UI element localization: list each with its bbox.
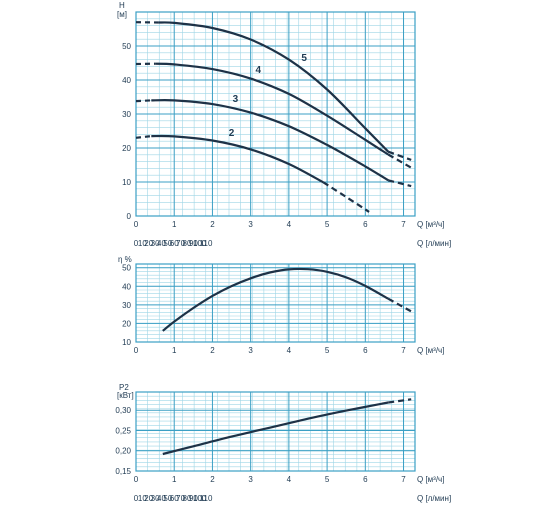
x-tick-label: 3 <box>248 220 253 229</box>
x-tick-label: 7 <box>401 346 406 355</box>
chart-panel-2: 10 20 30 40 50η % 0 1 2 3 4 5 6 7 Q [м³/ч] <box>118 255 444 355</box>
y-tick-label: 40 <box>122 76 131 85</box>
x-tick-label: 3 <box>248 475 253 484</box>
x-tick-label: 5 <box>325 346 330 355</box>
x-tick-label: 2 <box>210 475 215 484</box>
y-tick-label: 0,20 <box>115 447 131 456</box>
x-tick-label: 6 <box>363 346 368 355</box>
y-tick-label: 50 <box>122 42 131 51</box>
x-secondary-axis-label: Q [л/мин] <box>417 494 451 503</box>
y-tick-label: 40 <box>122 282 131 291</box>
y-axis-unit: [м] <box>117 10 127 19</box>
x-tick-label: 6 <box>363 475 368 484</box>
y-tick-label: 20 <box>122 319 131 328</box>
x-axis-label: Q [м³/ч] <box>417 346 444 355</box>
y-tick-label: 10 <box>122 178 131 187</box>
y-tick-label: 50 <box>122 264 131 273</box>
x-tick-label: 2 <box>210 220 215 229</box>
y-axis-unit: [кВт] <box>117 391 134 400</box>
y-tick-label: 0,30 <box>115 406 131 415</box>
y-axis-label: η % <box>118 255 132 264</box>
x-secondary-tick-label: 110 <box>200 239 213 248</box>
x-tick-label: 0 <box>134 475 139 484</box>
x-tick-label: 4 <box>287 220 292 229</box>
y-tick-label: 30 <box>122 301 131 310</box>
x-tick-label: 1 <box>172 475 177 484</box>
x-tick-label: 3 <box>248 346 253 355</box>
series-label: 2 <box>229 128 235 139</box>
x-tick-label: 5 <box>325 475 330 484</box>
y-tick-label: 0,25 <box>115 426 131 435</box>
x-tick-label: 5 <box>325 220 330 229</box>
y-tick-label: 0 <box>127 212 132 221</box>
x-tick-label: 2 <box>210 346 215 355</box>
x-tick-label: 1 <box>172 220 177 229</box>
x-tick-label: 0 <box>134 220 139 229</box>
y-tick-label: 30 <box>122 110 131 119</box>
x-axis-label: Q [м³/ч] <box>417 220 444 229</box>
y-axis-label: H <box>119 1 125 10</box>
y-tick-label: 0,15 <box>115 467 131 476</box>
x-tick-label: 0 <box>134 346 139 355</box>
series-label: 5 <box>301 53 307 64</box>
x-tick-label: 4 <box>287 346 292 355</box>
x-tick-label: 7 <box>401 475 406 484</box>
y-tick-label: 20 <box>122 144 131 153</box>
y-tick-label: 10 <box>122 338 131 347</box>
x-axis-label: Q [м³/ч] <box>417 475 444 484</box>
x-tick-label: 7 <box>401 220 406 229</box>
x-tick-label: 1 <box>172 346 177 355</box>
x-secondary-tick-label: 110 <box>200 494 213 503</box>
series-label: 3 <box>233 94 239 105</box>
x-tick-label: 4 <box>287 475 292 484</box>
x-tick-label: 6 <box>363 220 368 229</box>
x-secondary-axis-label: Q [л/мин] <box>417 239 451 248</box>
series-label: 4 <box>256 65 262 76</box>
